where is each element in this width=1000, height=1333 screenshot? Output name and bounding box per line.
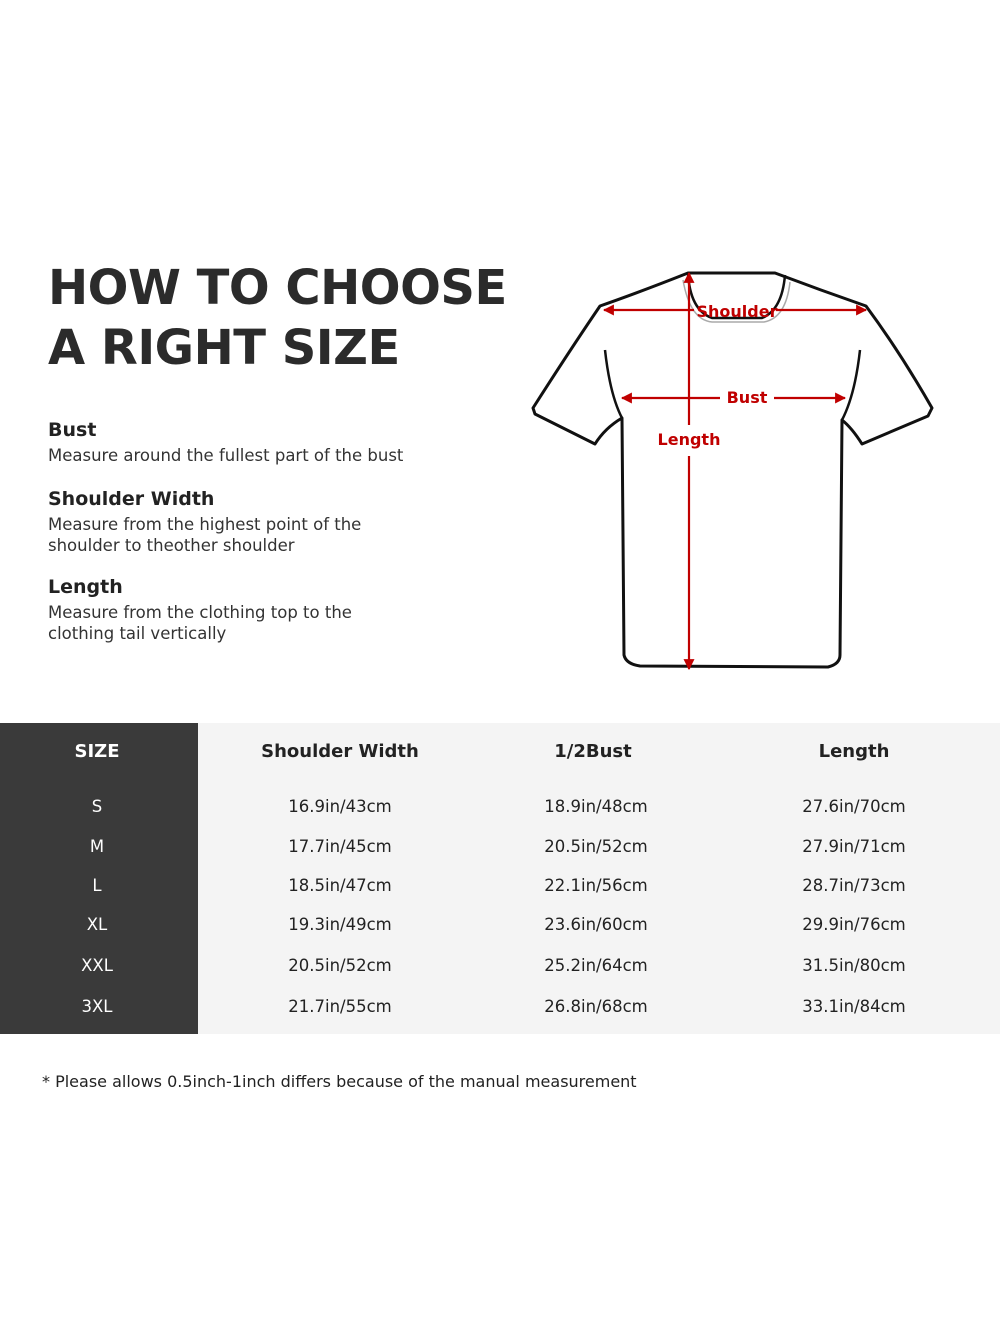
bust-label: Bust — [727, 388, 768, 407]
size-cell: S — [91, 797, 103, 816]
definition-term: Length — [48, 576, 123, 598]
table-cell: 18.5in/47cm — [288, 876, 392, 895]
header-length: Length — [818, 741, 890, 762]
table-cell: 28.7in/73cm — [802, 876, 906, 895]
table-cell: 26.8in/68cm — [544, 997, 648, 1016]
tshirt-measurement-diagram: Shoulder Bust Length — [531, 271, 934, 671]
definition-term: Bust — [48, 419, 97, 441]
definition-length: Length Measure from the clothing top to … — [48, 574, 352, 644]
size-cell: L — [92, 876, 102, 895]
page-title: HOW TO CHOOSE A RIGHT SIZE — [48, 258, 507, 378]
table-cell: 16.9in/43cm — [288, 797, 392, 816]
definition-shoulder-width: Shoulder Width Measure from the highest … — [48, 486, 361, 556]
table-cell: 22.1in/56cm — [544, 876, 648, 895]
definition-bust: Bust Measure around the fullest part of … — [48, 417, 403, 466]
table-cell: 27.9in/71cm — [802, 837, 906, 856]
table-cell: 19.3in/49cm — [288, 915, 392, 934]
size-cell: M — [89, 837, 105, 856]
header-shoulder-width: Shoulder Width — [261, 741, 419, 762]
definition-desc: Measure around the fullest part of the b… — [48, 446, 404, 465]
table-cell: 33.1in/84cm — [802, 997, 906, 1016]
definition-desc: Measure from the clothing top to the clot… — [48, 603, 352, 643]
length-label: Length — [658, 430, 721, 449]
table-cell: 18.9in/48cm — [544, 797, 648, 816]
definition-desc: Measure from the highest point of the sho… — [48, 515, 362, 555]
title-line-2: A RIGHT SIZE — [48, 320, 400, 376]
size-cell: 3XL — [81, 997, 113, 1016]
header-size: SIZE — [74, 741, 120, 762]
measurement-note: * Please allows 0.5inch-1inch differs be… — [42, 1072, 637, 1091]
shoulder-label: Shoulder — [697, 302, 778, 321]
table-cell: 31.5in/80cm — [802, 956, 906, 975]
table-cell: 17.7in/45cm — [288, 837, 392, 856]
size-column: SIZE S M L XL XXL 3XL — [0, 723, 198, 1034]
table-cell: 21.7in/55cm — [288, 997, 392, 1016]
definition-term: Shoulder Width — [48, 488, 215, 510]
size-cell: XXL — [81, 956, 113, 975]
size-cell: XL — [86, 915, 108, 934]
tshirt-outline — [531, 271, 934, 669]
table-cell: 23.6in/60cm — [544, 915, 648, 934]
title-line-1: HOW TO CHOOSE — [48, 260, 507, 316]
table-cell: 25.2in/64cm — [544, 956, 648, 975]
table-cell: 20.5in/52cm — [288, 956, 392, 975]
table-cell: 27.6in/70cm — [802, 797, 906, 816]
table-cell: 20.5in/52cm — [544, 837, 648, 856]
table-cell: 29.9in/76cm — [802, 915, 906, 934]
size-table: SIZE S M L XL XXL 3XL Shoulder Width 1/2… — [0, 723, 1000, 1034]
header-half-bust: 1/2Bust — [554, 741, 632, 762]
